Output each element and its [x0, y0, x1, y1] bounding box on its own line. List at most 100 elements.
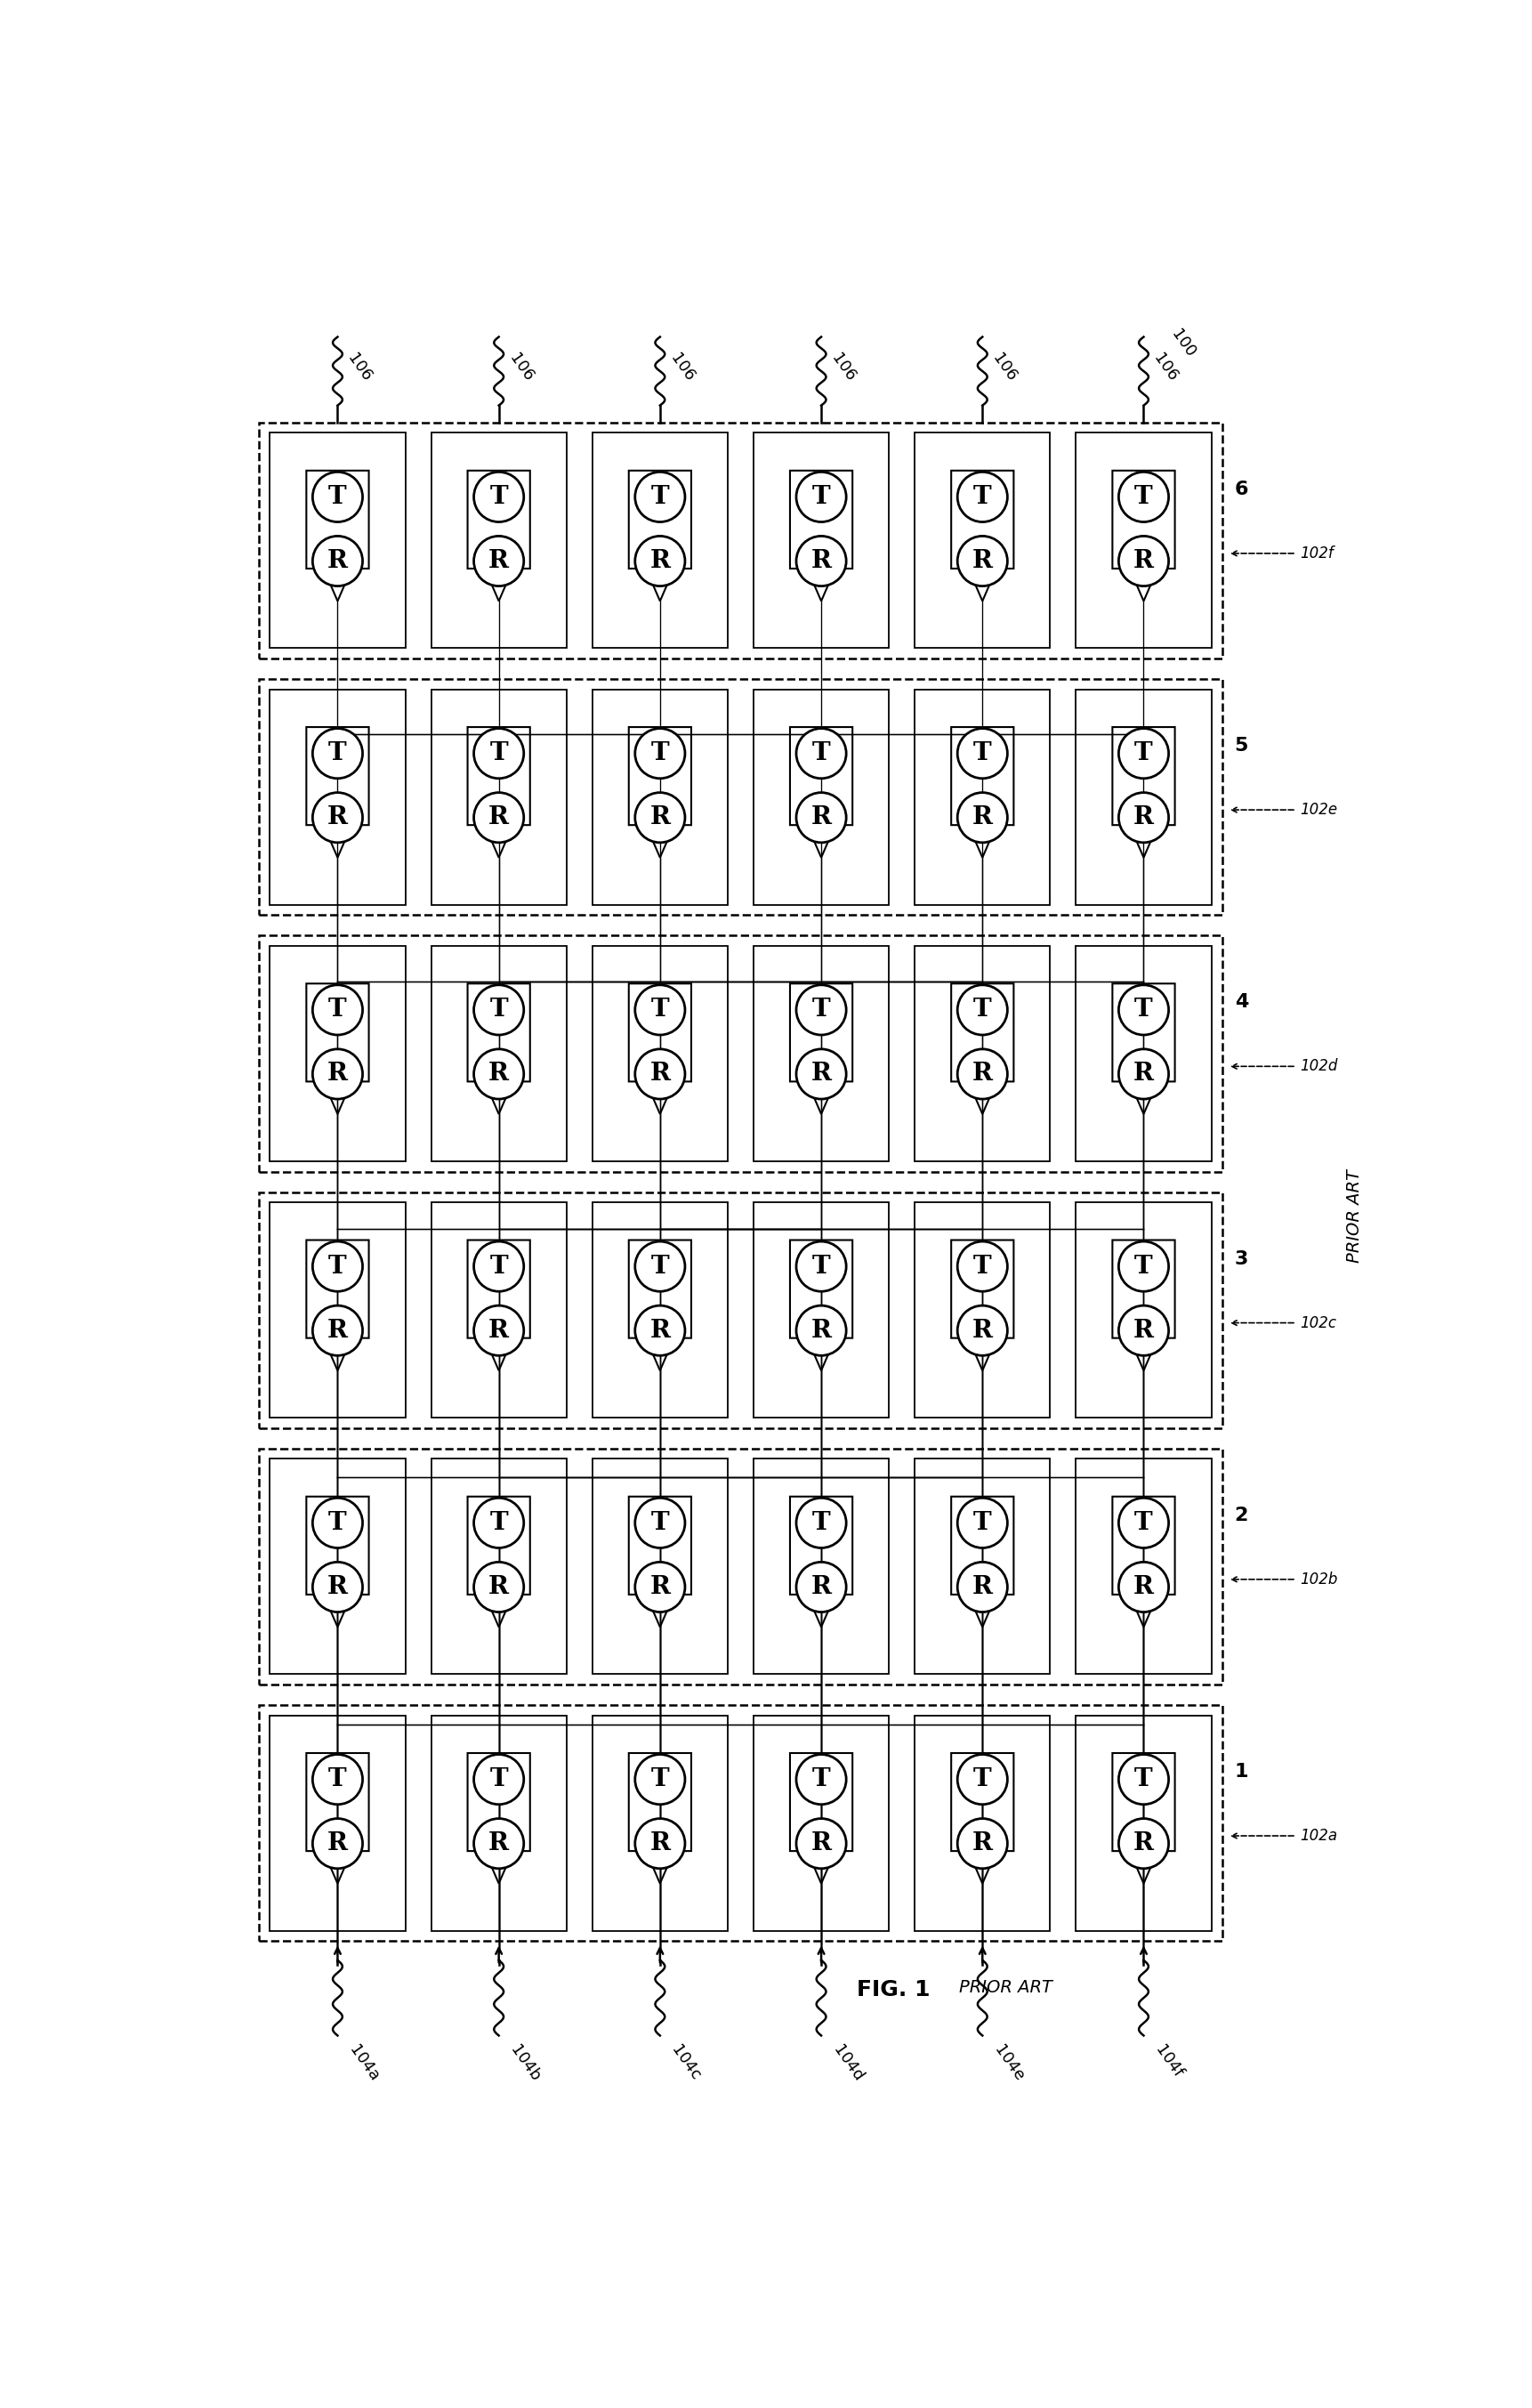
- Bar: [754, 1202, 889, 1418]
- Circle shape: [958, 537, 1008, 585]
- Text: R: R: [328, 1832, 348, 1857]
- Circle shape: [473, 1305, 524, 1356]
- Bar: [754, 1459, 889, 1674]
- Circle shape: [636, 1755, 685, 1804]
- Circle shape: [958, 730, 1008, 778]
- Text: R: R: [1134, 1832, 1154, 1857]
- Text: R: R: [328, 1575, 348, 1599]
- Circle shape: [313, 1563, 363, 1611]
- Text: T: T: [812, 1767, 830, 1792]
- Bar: [593, 1459, 728, 1674]
- Text: R: R: [328, 1062, 348, 1086]
- Circle shape: [636, 730, 685, 778]
- Text: FIG. 1: FIG. 1: [856, 1979, 930, 2001]
- Circle shape: [473, 1818, 524, 1869]
- Circle shape: [1118, 985, 1169, 1035]
- Circle shape: [473, 1243, 524, 1291]
- Circle shape: [636, 1563, 685, 1611]
- Circle shape: [636, 1305, 685, 1356]
- Text: R: R: [650, 807, 669, 831]
- Text: T: T: [328, 1767, 346, 1792]
- Circle shape: [1118, 1755, 1169, 1804]
- Text: R: R: [489, 1832, 509, 1857]
- Text: T: T: [812, 742, 830, 766]
- Circle shape: [636, 792, 685, 843]
- Bar: [593, 689, 728, 905]
- Bar: [270, 1714, 406, 1931]
- Text: R: R: [973, 1832, 993, 1857]
- Circle shape: [1118, 1498, 1169, 1548]
- Circle shape: [473, 1050, 524, 1098]
- Circle shape: [958, 1305, 1008, 1356]
- Circle shape: [958, 1755, 1008, 1804]
- Text: T: T: [812, 1255, 830, 1279]
- Bar: [1075, 946, 1212, 1161]
- Text: 1: 1: [1235, 1763, 1249, 1780]
- Circle shape: [473, 1563, 524, 1611]
- Text: T: T: [1135, 484, 1152, 508]
- Text: 4: 4: [1235, 995, 1249, 1011]
- Text: 106: 106: [990, 352, 1020, 385]
- Circle shape: [473, 730, 524, 778]
- Text: R: R: [1134, 807, 1154, 831]
- Circle shape: [473, 792, 524, 843]
- Text: R: R: [810, 1320, 832, 1344]
- Text: 102b: 102b: [1299, 1572, 1337, 1587]
- Circle shape: [797, 1305, 846, 1356]
- Circle shape: [797, 1243, 846, 1291]
- Circle shape: [313, 1050, 363, 1098]
- Bar: [259, 679, 1223, 915]
- Circle shape: [797, 792, 846, 843]
- Text: R: R: [973, 1320, 993, 1344]
- Text: T: T: [812, 1510, 830, 1534]
- Circle shape: [313, 537, 363, 585]
- Bar: [1075, 433, 1212, 648]
- Text: T: T: [973, 1510, 991, 1534]
- Text: T: T: [1135, 1255, 1152, 1279]
- Text: 100: 100: [1167, 327, 1198, 361]
- Text: T: T: [328, 1255, 346, 1279]
- Text: R: R: [328, 807, 348, 831]
- Circle shape: [797, 985, 846, 1035]
- Text: R: R: [489, 549, 509, 573]
- Text: T: T: [490, 742, 509, 766]
- Text: 106: 106: [829, 352, 858, 385]
- Bar: [259, 421, 1223, 657]
- Text: T: T: [973, 484, 991, 508]
- Circle shape: [636, 472, 685, 523]
- Circle shape: [797, 1050, 846, 1098]
- Text: R: R: [650, 1062, 669, 1086]
- Text: 102a: 102a: [1299, 1828, 1337, 1845]
- Bar: [430, 946, 567, 1161]
- Circle shape: [313, 730, 363, 778]
- Circle shape: [797, 537, 846, 585]
- Text: 106: 106: [506, 352, 536, 385]
- Text: 102d: 102d: [1299, 1060, 1337, 1074]
- Text: R: R: [489, 1062, 509, 1086]
- Circle shape: [313, 985, 363, 1035]
- Bar: [430, 1714, 567, 1931]
- Circle shape: [1118, 1305, 1169, 1356]
- Circle shape: [473, 985, 524, 1035]
- Circle shape: [636, 1498, 685, 1548]
- Text: T: T: [490, 484, 509, 508]
- Circle shape: [958, 1498, 1008, 1548]
- Text: 6: 6: [1235, 479, 1249, 498]
- Circle shape: [636, 537, 685, 585]
- Text: R: R: [1134, 549, 1154, 573]
- Text: T: T: [651, 1767, 669, 1792]
- Circle shape: [473, 472, 524, 523]
- Circle shape: [636, 1050, 685, 1098]
- Circle shape: [958, 472, 1008, 523]
- Text: R: R: [328, 1320, 348, 1344]
- Text: 104d: 104d: [829, 2042, 866, 2085]
- Text: R: R: [810, 807, 832, 831]
- Bar: [1075, 689, 1212, 905]
- Bar: [430, 1202, 567, 1418]
- Circle shape: [313, 472, 363, 523]
- Bar: [754, 1714, 889, 1931]
- Bar: [1075, 1202, 1212, 1418]
- Text: PRIOR ART: PRIOR ART: [1347, 1170, 1363, 1262]
- Text: T: T: [490, 1510, 509, 1534]
- Text: R: R: [810, 549, 832, 573]
